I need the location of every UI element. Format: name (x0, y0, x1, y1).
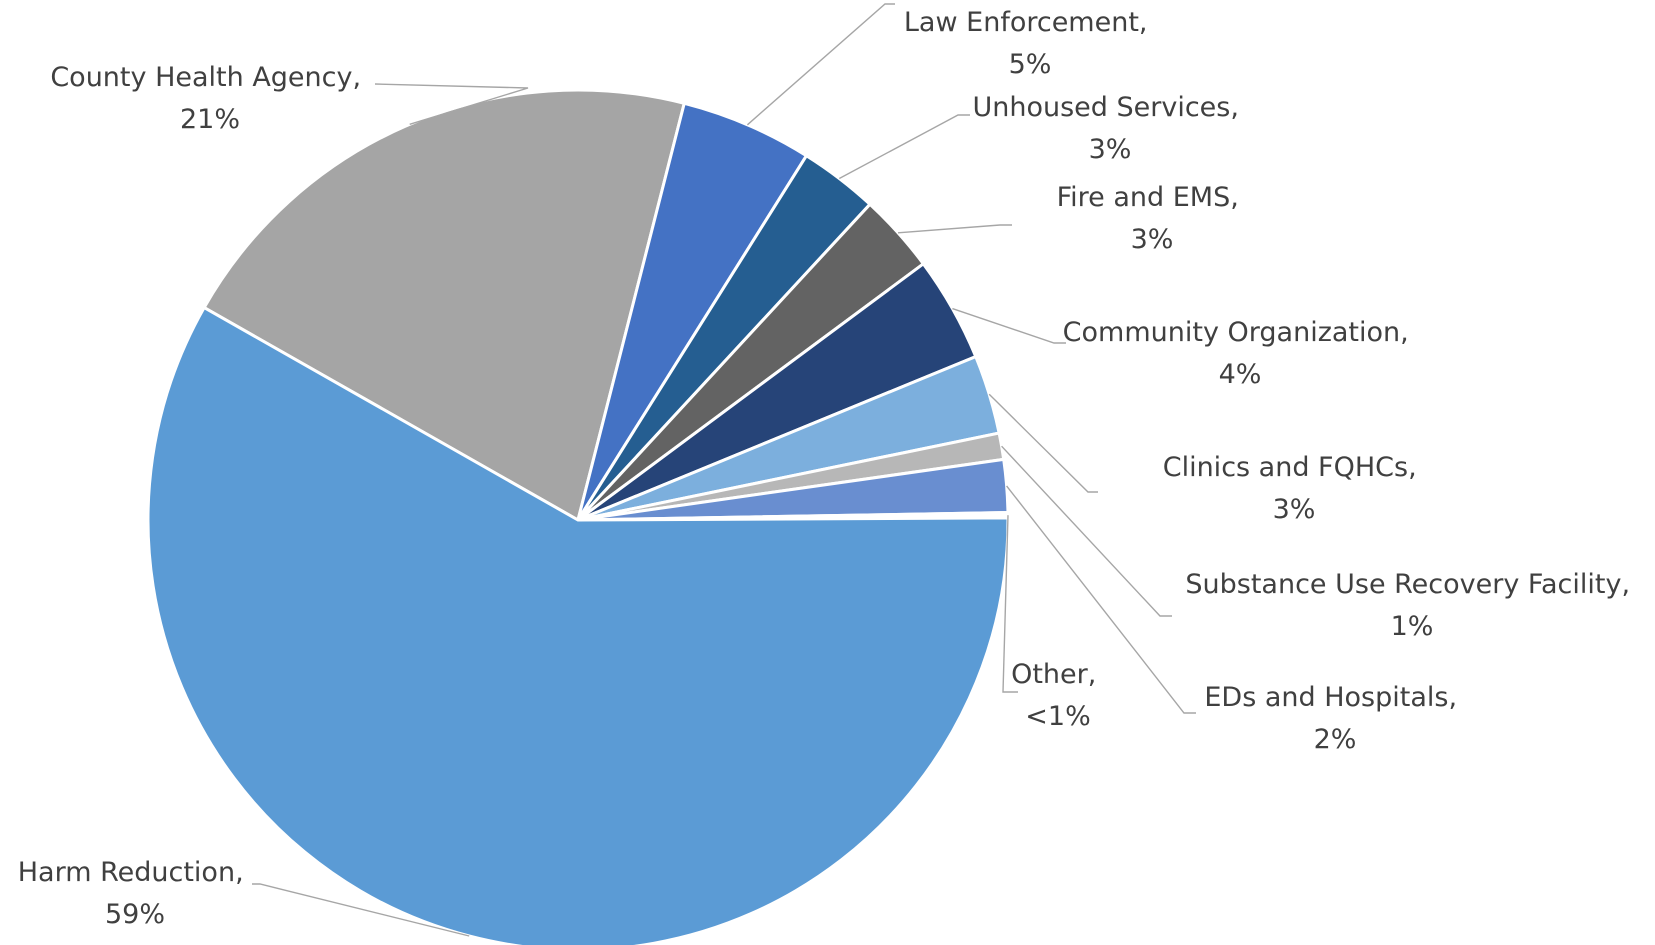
leader-line-unhoused-services (838, 114, 970, 180)
pie-slice-county-health-agency (202, 88, 687, 523)
leader-line-harm-reduction (252, 883, 470, 937)
leader-line-eds-and-hospitals (1006, 485, 1196, 714)
label-eds-and-hospitals: EDs and Hospitals, 2% (1204, 682, 1465, 755)
leader-line-substance-use-recovery-facility (1001, 445, 1172, 617)
leader-line-county-health-agency (374, 83, 529, 125)
label-law-enforcement: Law Enforcement, 5% (904, 7, 1156, 80)
leader-line-fire-and-ems (897, 224, 1012, 234)
label-other: Other, <1% (1011, 659, 1105, 732)
label-county-health-agency: County Health Agency, 21% (50, 62, 369, 135)
pie-slices (146, 88, 1010, 945)
leader-line-clinics-and-fqhcs (988, 393, 1098, 493)
leader-line-other (1002, 515, 1018, 693)
leader-lines (252, 3, 1196, 937)
label-community-organization: Community Organization, 4% (1063, 317, 1418, 390)
label-unhoused-services: Unhoused Services, 3% (972, 92, 1247, 165)
leader-line-community-organization (952, 307, 1066, 344)
label-fire-and-ems: Fire and EMS, 3% (1057, 182, 1248, 255)
leader-line-law-enforcement (746, 3, 895, 126)
label-harm-reduction: Harm Reduction, 59% (18, 857, 253, 930)
label-substance-use-recovery-facility: Substance Use Recovery Facility, 1% (1185, 569, 1638, 642)
label-clinics-and-fqhcs: Clinics and FQHCs, 3% (1163, 452, 1426, 525)
